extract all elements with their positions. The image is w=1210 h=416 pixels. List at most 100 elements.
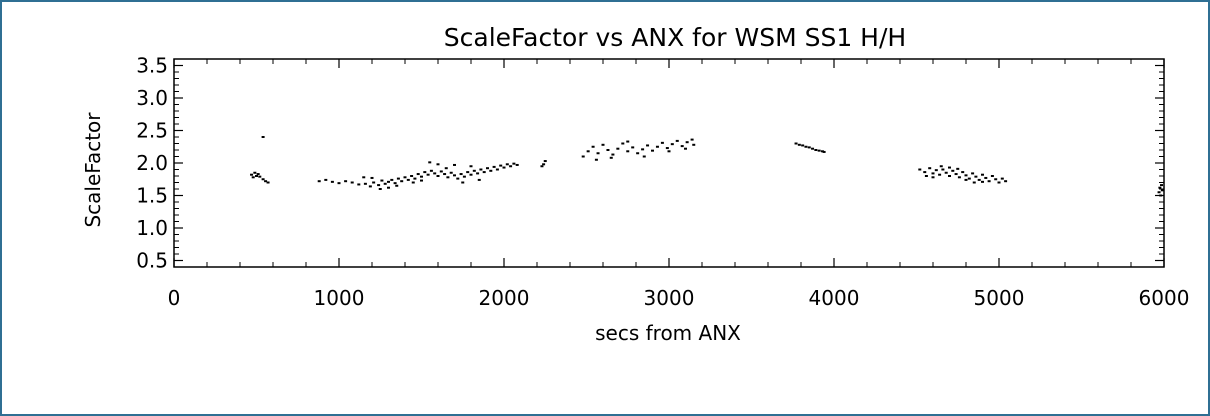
data-point: [591, 145, 595, 148]
data-point: [436, 163, 440, 166]
data-point: [436, 175, 440, 177]
data-point: [981, 173, 984, 176]
data-point: [261, 136, 265, 138]
data-point: [383, 182, 387, 185]
data-point: [449, 171, 453, 174]
data-point: [362, 176, 366, 179]
data-point: [685, 141, 689, 144]
data-point: [820, 150, 824, 153]
data-point: [486, 167, 489, 170]
data-point: [255, 175, 258, 177]
data-point: [601, 143, 605, 146]
data-point: [357, 183, 361, 186]
y-tick-label: 1.5: [136, 184, 168, 208]
data-point: [499, 164, 503, 167]
chart-title: ScaleFactor vs ANX for WSM SS1 H/H: [444, 23, 906, 52]
data-point: [972, 181, 976, 184]
data-point: [626, 150, 630, 153]
data-point: [987, 180, 991, 183]
data-point: [611, 153, 615, 156]
data-point: [670, 143, 674, 146]
data-point: [368, 185, 372, 188]
data-point: [403, 176, 407, 179]
data-point: [387, 180, 390, 183]
data-point: [684, 147, 687, 150]
data-point: [655, 145, 659, 148]
data-point: [423, 171, 427, 174]
data-point: [692, 143, 696, 146]
data-point: [344, 180, 348, 183]
data-point: [542, 163, 546, 166]
y-tick-label: 2.5: [136, 119, 168, 143]
data-point: [918, 168, 922, 171]
data-point: [811, 147, 815, 150]
data-point: [606, 149, 610, 151]
data-point: [411, 181, 415, 184]
plot-area-border: [173, 58, 1165, 268]
data-point: [469, 165, 473, 168]
data-point: [256, 173, 260, 176]
y-axis-label: ScaleFactor: [81, 112, 105, 228]
data-point: [429, 169, 433, 172]
data-point: [964, 174, 968, 177]
data-point: [387, 186, 390, 189]
data-point: [400, 180, 404, 183]
data-point: [477, 178, 481, 181]
data-point: [443, 173, 447, 176]
data-point: [540, 165, 544, 168]
data-point: [261, 178, 265, 181]
data-point: [1157, 191, 1161, 194]
data-point: [814, 149, 818, 151]
data-point: [393, 182, 397, 185]
data-point: [453, 163, 456, 166]
x-tick-label: 5000: [974, 286, 1025, 310]
data-point: [324, 178, 328, 181]
data-point: [330, 180, 334, 183]
x-tick-label: 0: [168, 286, 181, 310]
data-point: [675, 139, 679, 142]
data-point: [596, 152, 600, 155]
data-point: [372, 181, 376, 184]
data-point: [594, 158, 598, 161]
data-point: [456, 177, 460, 180]
data-point: [621, 142, 625, 145]
data-point: [934, 169, 938, 172]
y-tick-label: 3.5: [136, 54, 168, 78]
data-point: [251, 176, 255, 179]
data-point: [482, 171, 486, 174]
data-point: [642, 155, 646, 158]
data-point: [459, 173, 463, 176]
data-point: [616, 147, 620, 150]
data-point: [984, 176, 988, 179]
data-point: [363, 182, 367, 185]
data-point: [667, 150, 671, 153]
data-point: [395, 184, 399, 187]
data-point: [971, 172, 975, 175]
data-point: [938, 173, 942, 176]
data-point: [492, 165, 496, 168]
data-point: [466, 171, 470, 174]
data-point: [444, 167, 448, 170]
data-point: [990, 175, 994, 177]
data-point: [948, 166, 951, 169]
data-point: [974, 175, 978, 178]
data-point: [377, 184, 381, 187]
data-point: [337, 182, 341, 185]
data-point: [1158, 186, 1162, 189]
data-point: [964, 178, 968, 181]
data-point: [515, 163, 519, 166]
data-point: [954, 173, 958, 176]
data-point: [636, 152, 640, 155]
data-point: [253, 171, 257, 174]
data-point: [817, 149, 821, 152]
data-point: [396, 177, 400, 180]
data-point: [453, 174, 456, 177]
data-point: [479, 168, 483, 171]
data-point: [997, 181, 1001, 184]
data-point: [390, 178, 394, 181]
data-point: [1160, 189, 1164, 192]
data-point: [804, 145, 808, 148]
data-point: [413, 177, 417, 180]
data-point: [939, 165, 943, 168]
